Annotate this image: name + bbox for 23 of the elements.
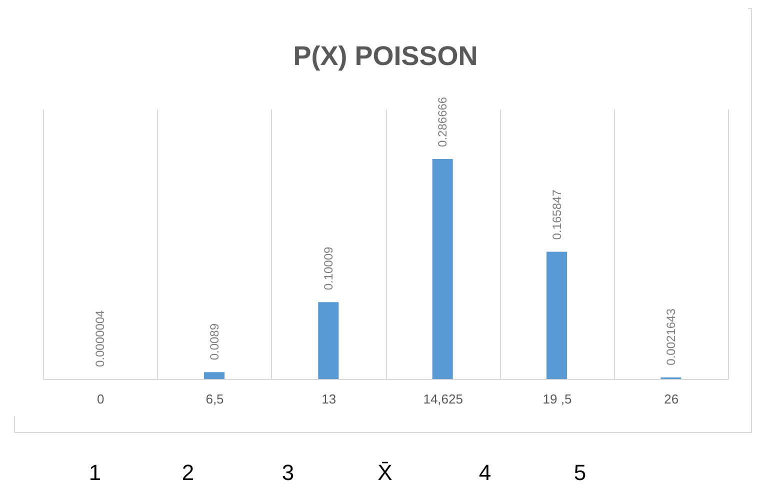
data-label: 0.0021643 (664, 308, 678, 366)
text: 4 (478, 460, 492, 486)
data-label: 0.0089 (207, 323, 222, 360)
chart-title: P(X) POISSON (293, 40, 478, 71)
bar (432, 158, 453, 379)
bar (546, 252, 568, 379)
data-label: 0.0000004 (93, 310, 108, 367)
data-label: 0.165847 (550, 189, 564, 240)
x-tick-label: 6,5 (206, 392, 224, 406)
x-tick-label: 19 ,5 (542, 392, 572, 406)
text: 2 (182, 460, 194, 486)
text: 5 (574, 460, 586, 486)
x-tick-label: 14,625 (423, 392, 463, 406)
text: 3 (282, 460, 294, 486)
data-label: 0.10009 (321, 246, 336, 290)
data-label: 0.286666 (436, 96, 450, 147)
bar (318, 302, 339, 379)
x-tick-label: 26 (664, 392, 679, 406)
x-tick-label: 13 (322, 392, 336, 406)
text: X̄ (378, 460, 392, 486)
x-tick-label: 0 (96, 392, 104, 406)
text: 1 (88, 460, 102, 486)
bar (204, 372, 225, 379)
